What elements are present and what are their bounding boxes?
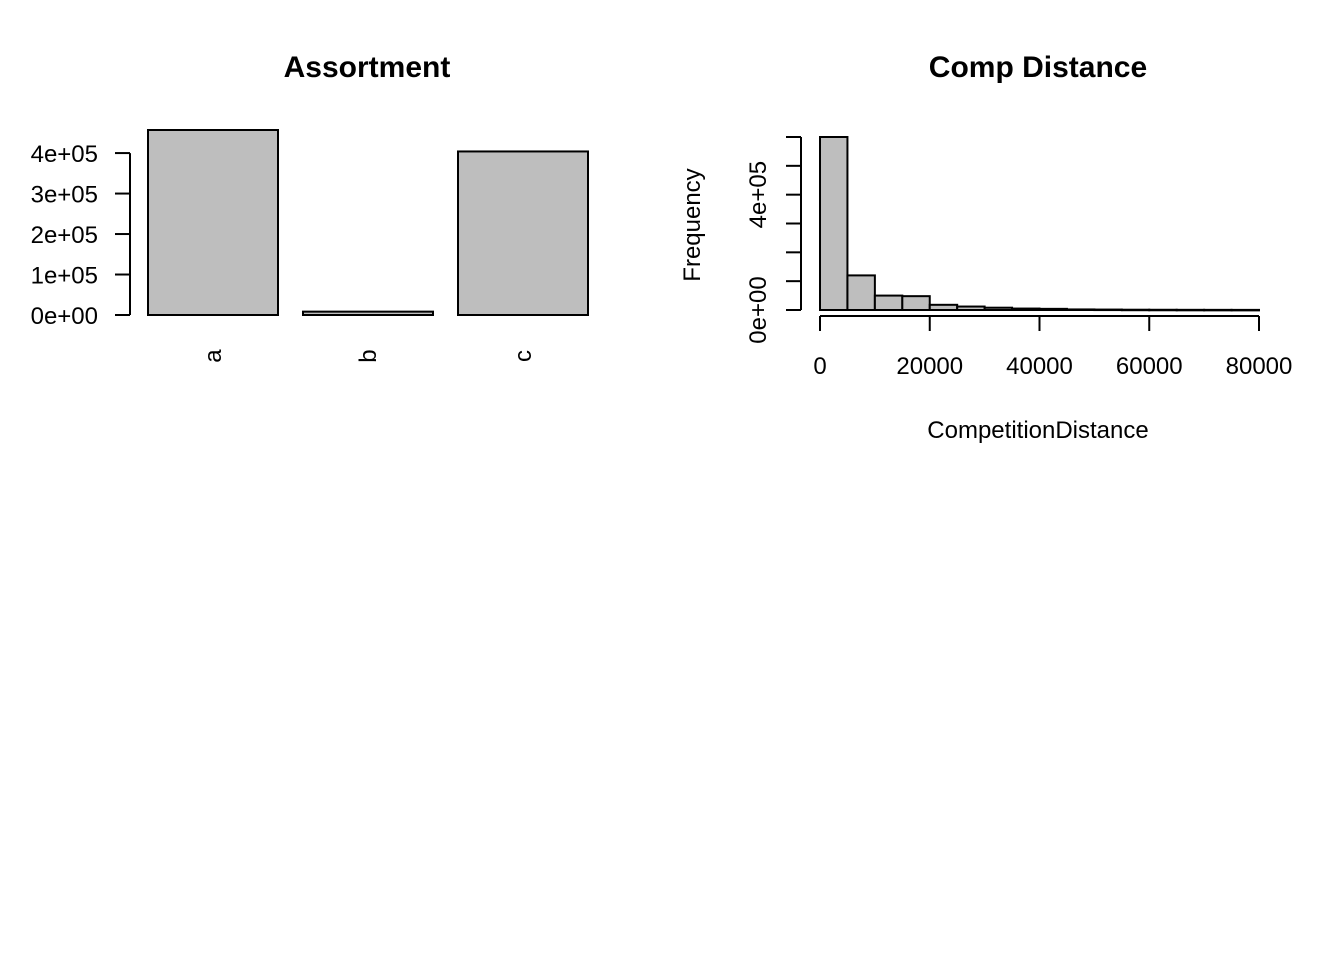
assortment-y-tick-label: 1e+05 (31, 263, 98, 290)
histogram-bar (1120, 308, 1151, 312)
histogram-bar (819, 136, 849, 311)
assortment-bar-a (147, 129, 279, 316)
comp-distance-x-tick-label: 80000 (1226, 353, 1293, 380)
comp-distance-y-tick-label: 0e+00 (745, 276, 772, 343)
assortment-x-tick-label: b (355, 349, 382, 362)
assortment-x-tick-label: a (200, 349, 227, 363)
comp-distance-y-axis-label: Frequency (679, 168, 706, 281)
histogram-bar (956, 305, 986, 312)
assortment-bar-b (302, 310, 434, 317)
comp-distance-x-tick-label: 40000 (1006, 353, 1073, 380)
assortment-y-tick-label: 4e+05 (31, 141, 98, 168)
histogram-bar (873, 294, 904, 312)
comp-distance-x-tick-label: 20000 (896, 353, 963, 380)
assortment-chart: Assortment a b c 0e+00 1e+05 2e+05 3e+05 4e+05 (31, 51, 589, 363)
histogram-bar (1230, 308, 1260, 312)
assortment-title: Assortment (284, 51, 451, 84)
histogram-bar (1148, 308, 1178, 312)
assortment-y-tick-label: 0e+00 (31, 303, 98, 330)
comp-distance-y-tick-label: 4e+05 (745, 161, 772, 228)
histogram-bar (1203, 308, 1233, 312)
histogram-bar (1175, 308, 1206, 312)
assortment-y-tick-label: 2e+05 (31, 222, 98, 249)
assortment-y-tick-label: 3e+05 (31, 182, 98, 209)
histogram-bar (1038, 307, 1068, 312)
comp-distance-title: Comp Distance (929, 51, 1147, 84)
histogram-bar (901, 295, 931, 312)
histogram-bar (1065, 308, 1096, 312)
histogram-bar (983, 306, 1014, 311)
histogram-bar (1093, 308, 1123, 312)
comp-distance-x-axis-label: CompetitionDistance (927, 417, 1148, 444)
histogram-bar (846, 274, 876, 311)
comp-distance-chart: Comp Distance CompetitionDistance Freque… (679, 51, 1292, 444)
assortment-bar-c (457, 150, 589, 316)
histogram-bar (928, 303, 959, 311)
comp-distance-x-tick-label: 0 (813, 353, 826, 380)
histogram-bar (1011, 307, 1041, 311)
comp-distance-x-tick-label: 60000 (1116, 353, 1183, 380)
assortment-x-tick-label: c (510, 350, 537, 362)
